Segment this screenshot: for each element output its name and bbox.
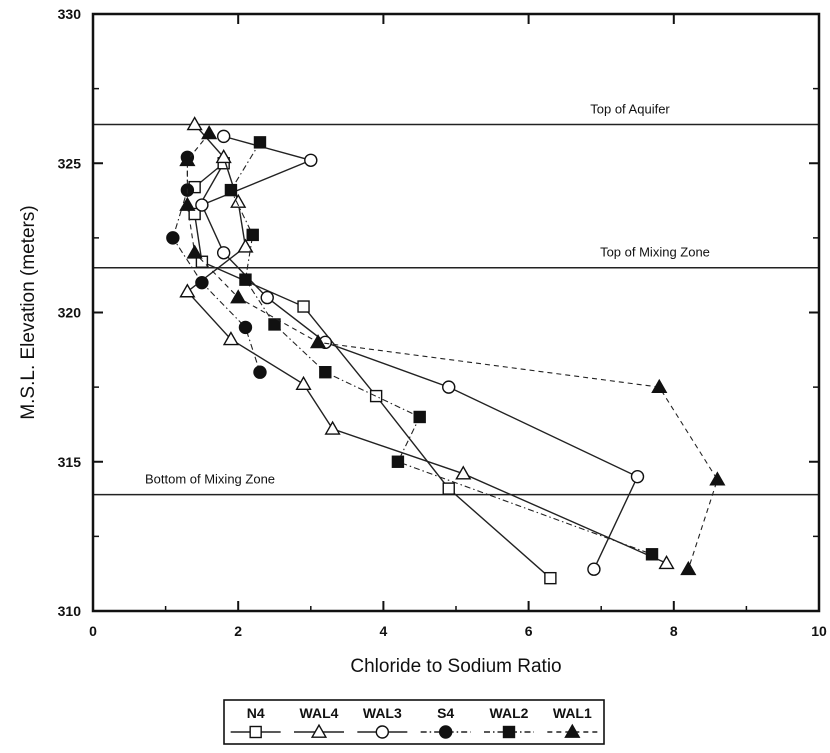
- data-point-wal3: [260, 290, 274, 305]
- data-point-n4: [442, 482, 455, 495]
- data-point-wal3: [304, 153, 318, 167]
- data-point-wal3: [630, 469, 645, 484]
- axis-layer: [91, 12, 821, 613]
- data-point-wal1: [179, 196, 196, 211]
- data-point-wal2: [246, 228, 259, 242]
- data-point-n4: [544, 571, 557, 585]
- data-point-wal3: [442, 380, 456, 394]
- data-point-wal2: [239, 273, 252, 286]
- data-point-wal2: [645, 548, 659, 561]
- x-tick-label: 2: [234, 623, 242, 639]
- legend-marker-wal3: [375, 725, 390, 739]
- data-point-n4: [297, 300, 310, 313]
- data-point-wal3: [216, 129, 231, 144]
- data-point-n4: [188, 207, 201, 221]
- y-tick-label: 320: [58, 305, 82, 321]
- legend-marker-n4: [249, 725, 262, 739]
- data-point-wal2: [253, 136, 267, 149]
- x-tick-label: 6: [525, 623, 533, 639]
- data-point-s4: [253, 365, 267, 379]
- series-line-wal3: [200, 135, 639, 570]
- data-point-wal1: [186, 244, 203, 259]
- data-point-wal4: [179, 283, 196, 298]
- data-point-wal3: [216, 246, 231, 260]
- y-tick-label: 310: [58, 603, 82, 619]
- data-point-wal1: [651, 378, 668, 393]
- reference-line-label: Top of Aquifer: [590, 101, 670, 116]
- legend-label-wal4: WAL4: [300, 705, 339, 721]
- series-line-wal2: [230, 142, 653, 555]
- data-point-s4: [166, 231, 180, 245]
- series-line-wal4: [186, 123, 667, 564]
- legend-label-wal3: WAL3: [363, 705, 402, 721]
- y-axis-label: M.S.L. Elevation (meters): [18, 205, 39, 419]
- data-point-wal1: [230, 289, 247, 304]
- data-point-wal3: [587, 562, 601, 576]
- x-tick-label: 8: [670, 623, 678, 639]
- data-point-n4: [195, 255, 209, 268]
- y-tick-label: 330: [58, 6, 82, 22]
- data-point-wal4: [455, 465, 472, 480]
- legend-layer: N4 WAL4 WAL3 S4 WAL2 WAL1: [223, 699, 605, 745]
- reference-line-label: Bottom of Mixing Zone: [145, 472, 275, 487]
- data-point-wal3: [195, 198, 209, 212]
- y-tick-label: 315: [58, 454, 82, 470]
- reference-line-label: Top of Mixing Zone: [600, 245, 710, 260]
- data-point-wal2: [319, 366, 332, 379]
- data-point-wal4: [324, 420, 341, 435]
- legend-label-wal1: WAL1: [553, 705, 592, 721]
- data-point-wal4: [222, 331, 240, 346]
- data-point-wal4: [230, 193, 247, 208]
- data-point-wal2: [391, 455, 405, 468]
- data-point-wal4: [186, 116, 203, 131]
- legend-marker-wal1: [564, 723, 581, 738]
- data-point-wal4: [658, 554, 675, 570]
- data-point-wal1: [309, 334, 327, 349]
- y-tick-label: 325: [58, 155, 82, 171]
- legend-label-n4: N4: [247, 705, 265, 721]
- data-point-wal4: [295, 375, 312, 390]
- data-point-s4: [238, 320, 253, 335]
- legend-marker-s4: [438, 725, 453, 739]
- legend-marker-wal2: [502, 725, 516, 739]
- data-point-n4: [369, 389, 383, 403]
- data-point-wal2: [224, 183, 238, 197]
- data-point-wal1: [201, 125, 218, 140]
- series-line-wal1: [186, 133, 718, 570]
- data-point-wal1: [179, 151, 196, 167]
- data-point-s4: [195, 275, 209, 290]
- data-point-wal2: [268, 318, 281, 331]
- x-axis-label: Chloride to Sodium Ratio: [350, 656, 561, 677]
- plot-layer: [93, 123, 819, 496]
- data-point-wal4: [215, 148, 232, 164]
- legend-marker-wal4: [310, 723, 328, 738]
- data-point-wal2: [413, 410, 426, 424]
- legend-box: [223, 699, 605, 745]
- legend-label-s4: S4: [437, 705, 454, 721]
- data-point-wal1: [680, 560, 697, 576]
- label-layer: 0 2 4 6 8 10 310 315 320 325 330 Chloride to Sodium…: [18, 6, 827, 677]
- plot-frame: [91, 12, 821, 613]
- series-line-n4: [193, 162, 551, 579]
- data-point-wal4: [237, 238, 254, 253]
- series-layer: [166, 116, 726, 585]
- legend-label-wal2: WAL2: [490, 705, 529, 721]
- x-tick-label: 4: [380, 623, 388, 639]
- x-tick-label: 0: [89, 623, 97, 639]
- x-tick-label: 10: [811, 623, 827, 639]
- data-point-wal1: [709, 471, 726, 486]
